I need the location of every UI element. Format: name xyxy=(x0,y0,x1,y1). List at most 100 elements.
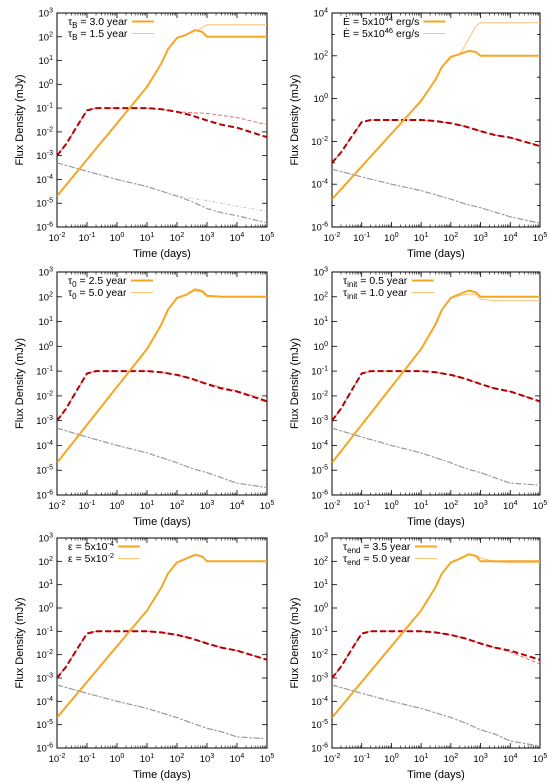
x-tick-label: 102 xyxy=(170,232,185,244)
legend-label: τinit = 0.5 year xyxy=(343,275,408,289)
plot-frame xyxy=(331,537,541,749)
y-tick-label: 10-3 xyxy=(36,150,53,162)
x-tick-label: 104 xyxy=(503,232,518,244)
x-tick-label: 10-2 xyxy=(49,500,66,512)
chart-panel-6: 10-2 10-1 100 101 102 103 104 105 10-6 10-5 10-4 10… xyxy=(289,533,547,782)
x-tick-label: 103 xyxy=(200,753,215,765)
legend-label: τinit = 1.0 year xyxy=(343,287,408,301)
series-line-thin-dash xyxy=(57,630,267,679)
y-tick-label: 10-6 xyxy=(36,743,53,755)
series-line-thin-dash xyxy=(57,370,267,422)
plot-frame xyxy=(331,271,541,496)
y-tick-label: 100 xyxy=(39,603,54,615)
series-line-thick-dashdot xyxy=(332,684,540,747)
y-tick-label: 10-4 xyxy=(311,696,328,708)
series-line-thick-solid xyxy=(332,289,540,464)
x-tick-label: 103 xyxy=(473,753,488,765)
x-tick-label: 104 xyxy=(503,500,518,512)
y-tick-label: 100 xyxy=(314,93,329,105)
series-line-thick-solid xyxy=(332,49,540,200)
y-tick-label: 10-5 xyxy=(36,719,53,731)
y-axis-label: Flux Density (mJy) xyxy=(289,597,301,688)
plot-frame xyxy=(56,12,268,228)
y-tick-label: 10-5 xyxy=(36,465,53,477)
x-tick-label: 10-2 xyxy=(324,500,341,512)
plot-frame xyxy=(331,12,541,228)
x-tick-label: 105 xyxy=(533,753,548,765)
series-line-thick-dashdot xyxy=(57,684,267,740)
y-axis-label: Flux Density (mJy) xyxy=(289,338,301,429)
series-line-thick-dash xyxy=(332,119,540,164)
y-tick-label: 102 xyxy=(314,50,329,62)
y-tick-label: 10-6 xyxy=(36,222,53,234)
y-tick-label: 102 xyxy=(314,291,329,303)
x-tick-label: 105 xyxy=(260,232,275,244)
x-tick-label: 105 xyxy=(260,753,275,765)
x-tick-label: 105 xyxy=(260,500,275,512)
x-tick-label: 102 xyxy=(444,500,459,512)
legend: ε = 5x10-4ε = 5x10-2 xyxy=(68,539,141,565)
y-tick-label: 10-1 xyxy=(311,626,328,638)
y-axis-label: Flux Density (mJy) xyxy=(14,597,26,688)
x-tick-label: 104 xyxy=(230,232,245,244)
series-line-thin-dashdot xyxy=(57,162,267,212)
series-line-thick-dash xyxy=(57,107,267,157)
y-tick-label: 10-5 xyxy=(311,719,328,731)
legend-label: τend = 5.0 year xyxy=(343,553,411,567)
x-tick-label: 104 xyxy=(230,753,245,765)
x-axis-label: Time (days) xyxy=(407,769,465,781)
y-tick-label: 100 xyxy=(39,341,54,353)
x-axis-label: Time (days) xyxy=(407,248,465,260)
y-tick-label: 101 xyxy=(39,579,54,591)
y-tick-label: 10-6 xyxy=(311,222,328,234)
y-tick-label: 102 xyxy=(39,556,54,568)
x-tick-label: 104 xyxy=(230,500,245,512)
series-line-thick-dash xyxy=(57,370,267,422)
y-tick-label: 10-1 xyxy=(311,366,328,378)
series-line-thick-dash xyxy=(332,630,540,679)
y-axis-label: Flux Density (mJy) xyxy=(14,338,26,429)
y-tick-label: 10-4 xyxy=(36,696,53,708)
x-tick-label: 103 xyxy=(200,500,215,512)
y-tick-label: 102 xyxy=(39,291,54,303)
legend-label: τ0 = 2.5 year xyxy=(68,275,127,289)
y-tick-label: 10-2 xyxy=(311,390,328,402)
x-tick-label: 10-1 xyxy=(79,500,96,512)
series-line-thick-dashdot xyxy=(332,427,540,486)
x-tick-label: 103 xyxy=(200,232,215,244)
x-tick-label: 100 xyxy=(384,500,399,512)
x-tick-label: 101 xyxy=(140,500,155,512)
series-line-thick-solid xyxy=(332,553,540,719)
y-tick-label: 103 xyxy=(314,533,329,545)
x-tick-label: 10-2 xyxy=(49,232,66,244)
y-tick-label: 100 xyxy=(314,603,329,615)
x-tick-label: 101 xyxy=(140,232,155,244)
y-tick-label: 101 xyxy=(314,316,329,328)
series-line-thick-dashdot xyxy=(332,168,540,224)
series-line-thin-dash xyxy=(332,370,540,421)
x-tick-label: 10-2 xyxy=(49,753,66,765)
y-tick-label: 10-4 xyxy=(36,440,53,452)
series-line-thin-dash xyxy=(57,107,267,157)
y-tick-label: 10-2 xyxy=(36,126,53,138)
y-tick-label: 10-3 xyxy=(311,673,328,685)
x-axis-label: Time (days) xyxy=(133,769,191,781)
y-tick-label: 100 xyxy=(39,79,54,91)
series-line-thick-solid xyxy=(57,553,267,719)
y-tick-label: 10-4 xyxy=(311,179,328,191)
y-tick-label: 10-2 xyxy=(311,136,328,148)
y-tick-label: 10-1 xyxy=(36,366,53,378)
x-tick-label: 105 xyxy=(533,500,548,512)
x-tick-label: 10-1 xyxy=(353,232,370,244)
x-tick-label: 103 xyxy=(473,500,488,512)
y-tick-label: 101 xyxy=(39,55,54,67)
x-tick-label: 10-1 xyxy=(79,232,96,244)
chart-panel-3: 10-2 10-1 100 101 102 103 104 105 10-6 10-5 10-4 10… xyxy=(14,267,274,529)
y-tick-label: 102 xyxy=(314,556,329,568)
series-line-thin-dashdot xyxy=(332,684,540,747)
x-tick-label: 100 xyxy=(384,753,399,765)
series-line-thin-dash xyxy=(332,119,540,164)
